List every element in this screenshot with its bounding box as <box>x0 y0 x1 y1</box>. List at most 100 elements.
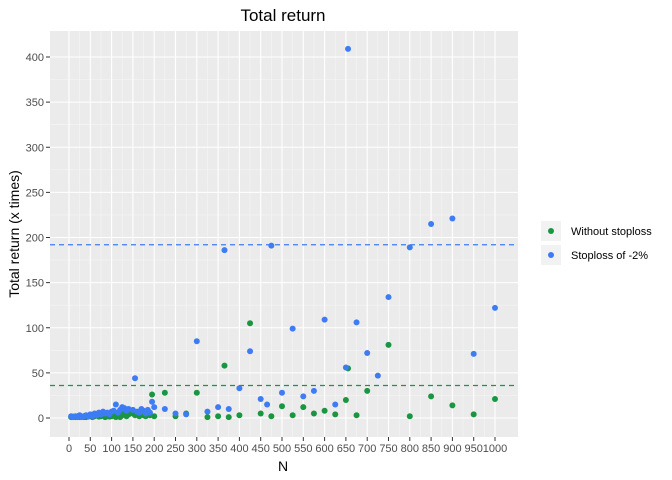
x-axis: 0 50 100 150 200 250 300 350 400 450 500 550 600 650 7… <box>66 437 507 455</box>
x-tick-label: 500 <box>273 443 291 455</box>
data-point <box>353 412 360 419</box>
data-point <box>428 220 435 227</box>
data-point <box>193 338 200 345</box>
x-tick-label: 900 <box>443 443 461 455</box>
data-point <box>279 389 285 396</box>
data-point <box>225 405 232 412</box>
data-point <box>215 404 222 411</box>
data-point <box>268 242 275 249</box>
x-tick-label: 550 <box>294 443 312 455</box>
data-point <box>364 387 371 394</box>
y-axis-title: Total return (x times) <box>6 170 22 298</box>
x-tick-label: 0 <box>66 443 72 455</box>
y-tick-label: 400 <box>26 52 44 64</box>
data-point <box>193 389 200 396</box>
data-point <box>492 304 498 311</box>
data-point <box>385 341 392 348</box>
data-point <box>353 319 360 326</box>
data-point <box>264 401 271 408</box>
data-point <box>215 413 222 420</box>
data-point <box>236 412 243 419</box>
data-point <box>257 410 264 417</box>
legend-marker <box>548 228 554 234</box>
data-point <box>428 393 435 400</box>
data-point <box>132 375 139 382</box>
legend-label: Stoploss of -2% <box>571 250 648 262</box>
data-point <box>268 413 275 420</box>
data-point <box>289 412 296 419</box>
data-point <box>225 414 232 421</box>
data-point <box>146 409 153 416</box>
data-point <box>149 398 156 405</box>
y-tick-label: 200 <box>26 233 44 245</box>
data-point <box>247 348 254 355</box>
grid-minor <box>50 31 518 437</box>
data-point <box>342 396 349 403</box>
data-point <box>204 408 211 415</box>
x-tick-label: 650 <box>337 443 355 455</box>
x-axis-title: N <box>278 458 288 474</box>
mean-lines <box>50 244 518 387</box>
x-tick-label: 950 <box>465 443 483 455</box>
data-points <box>68 45 498 421</box>
data-point <box>236 385 243 392</box>
data-point <box>364 350 371 357</box>
x-tick-label: 400 <box>230 443 248 455</box>
y-tick-label: 50 <box>32 368 44 380</box>
x-tick-label: 100 <box>102 443 120 455</box>
plot-panel <box>50 31 518 437</box>
y-tick-label: 0 <box>38 413 44 425</box>
x-tick-label: 1000 <box>483 443 507 455</box>
x-tick-label: 800 <box>401 443 419 455</box>
y-tick-label: 300 <box>26 142 44 154</box>
data-point <box>342 364 349 371</box>
legend: Without stoploss Stoploss of -2% <box>541 221 652 265</box>
data-point <box>310 410 317 417</box>
data-point <box>257 396 264 403</box>
x-tick-label: 150 <box>124 443 142 455</box>
x-tick-label: 450 <box>252 443 270 455</box>
data-point <box>300 404 307 411</box>
data-point <box>221 247 228 254</box>
data-point <box>279 403 285 410</box>
data-point <box>345 45 352 52</box>
data-point <box>470 411 477 418</box>
data-point <box>470 350 477 357</box>
grid-major <box>50 31 518 437</box>
data-point <box>406 244 413 251</box>
data-point <box>321 316 328 323</box>
data-point <box>310 387 317 394</box>
data-point <box>385 294 392 301</box>
data-point <box>172 410 179 417</box>
x-tick-label: 750 <box>379 443 397 455</box>
data-point <box>112 401 119 408</box>
data-point <box>149 391 156 398</box>
data-point <box>247 320 254 327</box>
x-tick-label: 50 <box>84 443 96 455</box>
data-point <box>492 396 498 403</box>
data-point <box>374 372 381 379</box>
y-tick-label: 150 <box>26 278 44 290</box>
data-point <box>151 404 158 411</box>
data-point <box>221 362 228 369</box>
x-tick-label: 600 <box>315 443 333 455</box>
chart-title: Total return <box>240 6 325 25</box>
data-point <box>406 413 413 420</box>
data-point <box>321 407 328 414</box>
data-point <box>449 402 456 409</box>
legend-marker <box>548 252 554 258</box>
x-tick-label: 850 <box>422 443 440 455</box>
y-tick-label: 350 <box>26 97 44 109</box>
data-point <box>161 405 168 412</box>
y-tick-label: 250 <box>26 187 44 199</box>
y-axis: 0 50 100 150 200 250 300 350 400 <box>26 52 50 425</box>
data-point <box>151 413 158 420</box>
data-point <box>161 389 168 396</box>
x-tick-label: 250 <box>166 443 184 455</box>
x-tick-label: 350 <box>209 443 227 455</box>
legend-label: Without stoploss <box>571 226 652 238</box>
x-tick-label: 700 <box>358 443 376 455</box>
data-point <box>183 411 190 418</box>
y-tick-label: 100 <box>26 323 44 335</box>
